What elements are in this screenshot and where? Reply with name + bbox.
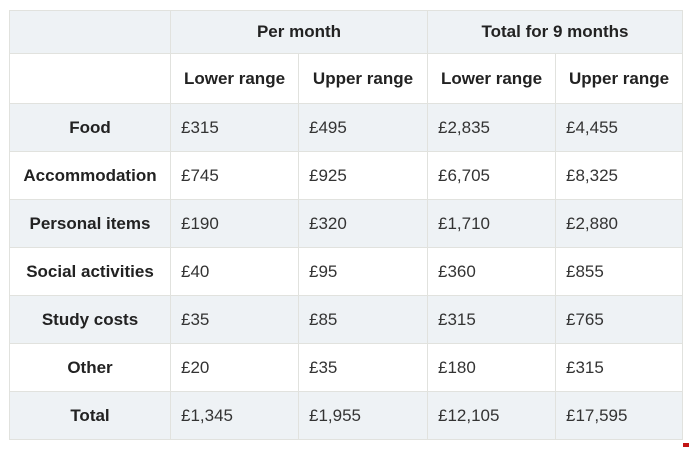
table-row-other: Other £20 £35 £180 £315: [9, 343, 684, 392]
cell-value: £40: [170, 247, 299, 296]
cell-value: £360: [427, 247, 556, 296]
table-row-study-costs: Study costs £35 £85 £315 £765: [9, 295, 684, 344]
row-label: Study costs: [9, 295, 171, 344]
table-row-food: Food £315 £495 £2,835 £4,455: [9, 103, 684, 152]
column-group-header-row: Per month Total for 9 months: [9, 10, 684, 54]
table-row-social-activities: Social activities £40 £95 £360 £855: [9, 247, 684, 296]
per-month-lower-range-header: Lower range: [170, 53, 299, 104]
table-row-accommodation: Accommodation £745 £925 £6,705 £8,325: [9, 151, 684, 200]
cell-value: £35: [170, 295, 299, 344]
range-subheader-row: Lower range Upper range Lower range Uppe…: [9, 53, 684, 104]
row-label: Food: [9, 103, 171, 152]
row-label: Social activities: [9, 247, 171, 296]
per-month-group-header: Per month: [170, 10, 428, 54]
cell-value: £6,705: [427, 151, 556, 200]
cell-value: £315: [427, 295, 556, 344]
total-9-months-group-header: Total for 9 months: [426, 10, 684, 54]
cell-value: £85: [298, 295, 428, 344]
total-upper-range-header: Upper range: [554, 53, 684, 104]
cell-value: £925: [298, 151, 428, 200]
cell-value: £2,880: [554, 199, 684, 248]
table-row-total: Total £1,345 £1,955 £12,105 £17,595: [9, 391, 684, 440]
cell-value: £1,955: [298, 391, 428, 440]
corner-cell: [9, 10, 171, 54]
cell-value: £495: [298, 103, 428, 152]
row-label: Personal items: [9, 199, 171, 248]
cell-value: £35: [298, 343, 428, 392]
cell-value: £95: [298, 247, 428, 296]
cell-value: £1,345: [170, 391, 299, 440]
cell-value: £190: [170, 199, 299, 248]
cell-value: £180: [427, 343, 556, 392]
table-row-personal-items: Personal items £190 £320 £1,710 £2,880: [9, 199, 684, 248]
cell-value: £20: [170, 343, 299, 392]
living-costs-table: Per month Total for 9 months Lower range…: [9, 10, 684, 440]
cell-value: £8,325: [554, 151, 684, 200]
cell-value: £4,455: [554, 103, 684, 152]
row-label: Accommodation: [9, 151, 171, 200]
cell-value: £315: [554, 343, 684, 392]
row-label: Other: [9, 343, 171, 392]
subheader-corner-cell: [9, 53, 171, 104]
cell-value: £2,835: [427, 103, 556, 152]
cell-value: £315: [170, 103, 299, 152]
cell-value: £765: [554, 295, 684, 344]
cell-value: £17,595: [554, 391, 684, 440]
cell-value: £1,710: [427, 199, 556, 248]
cell-value: £12,105: [427, 391, 556, 440]
cell-value: £855: [554, 247, 684, 296]
per-month-upper-range-header: Upper range: [298, 53, 428, 104]
row-label: Total: [9, 391, 171, 440]
total-lower-range-header: Lower range: [427, 53, 556, 104]
screenshot-artifact-red-mark: [683, 443, 689, 447]
cell-value: £745: [170, 151, 299, 200]
cell-value: £320: [298, 199, 428, 248]
